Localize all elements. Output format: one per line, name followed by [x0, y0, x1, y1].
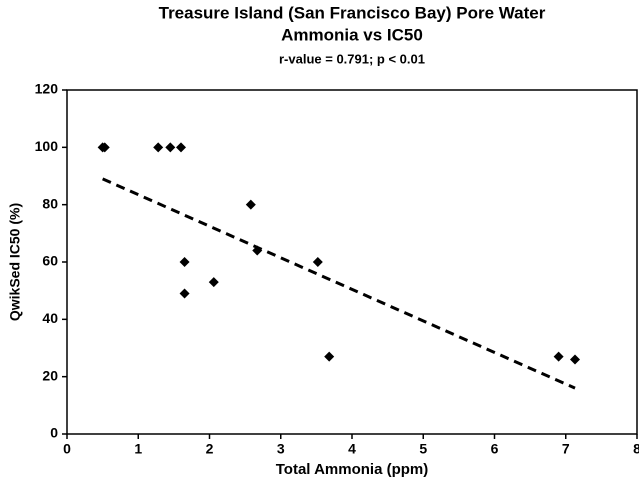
point: [570, 354, 581, 365]
point: [165, 142, 176, 153]
y-axis-label: QwikSed IC50 (%): [7, 203, 23, 321]
y-tick-label: 60: [42, 253, 58, 269]
x-tick-label: 5: [419, 441, 427, 457]
y-tick-label: 120: [35, 81, 59, 97]
y-tick-label: 40: [42, 310, 58, 326]
chart-subtitle: r-value = 0.791; p < 0.01: [279, 51, 425, 66]
point: [179, 257, 190, 267]
plot-frame: [66, 89, 638, 435]
y-tick-label: 20: [42, 367, 58, 383]
point: [153, 142, 164, 153]
point: [324, 351, 335, 362]
trend-line: [102, 177, 576, 390]
point: [179, 288, 190, 299]
point: [245, 199, 256, 210]
point: [99, 142, 110, 153]
point: [176, 142, 186, 153]
x-axis-label: Total Ammonia (ppm): [276, 461, 429, 478]
x-tick-label: 4: [348, 441, 356, 457]
point: [208, 277, 219, 288]
x-tick-label: 1: [134, 441, 142, 457]
chart-title: Treasure Island (San Francisco Bay) Pore…: [159, 3, 546, 22]
y-tick-label: 0: [50, 425, 58, 441]
x-tick-label: 0: [63, 441, 71, 457]
x-tick-label: 8: [633, 441, 639, 457]
point: [252, 245, 263, 256]
point: [312, 257, 323, 267]
x-tick-label: 7: [562, 441, 570, 457]
chart-title: Ammonia vs IC50: [281, 25, 423, 44]
y-tick-label: 100: [35, 138, 59, 154]
point: [553, 351, 564, 362]
x-tick-label: 6: [491, 441, 499, 457]
y-tick-label: 80: [42, 195, 58, 211]
x-tick-label: 2: [206, 441, 214, 457]
x-tick-label: 3: [277, 441, 285, 457]
